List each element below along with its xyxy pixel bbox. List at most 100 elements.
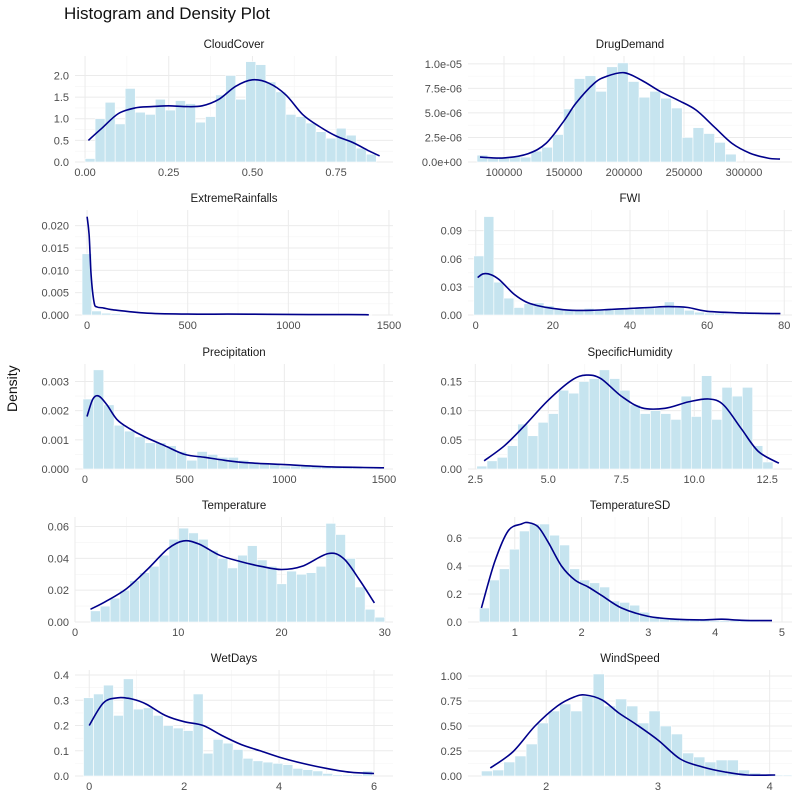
cloudcover-panel-title: CloudCover [204, 39, 265, 51]
cloudcover-bar [335, 127, 347, 163]
wetdays-y-tick-label: 0.2 [54, 721, 69, 733]
extremerainfalls-bar [120, 313, 131, 316]
temperature-x-tick-label: 10 [172, 627, 184, 639]
specifichumidity-bar [537, 422, 549, 470]
wetdays-density-line [88, 696, 375, 775]
temperaturesd-bar [719, 620, 731, 623]
temperaturesd-bar [559, 544, 570, 623]
temperaturesd-x-tick-label: 5 [779, 627, 785, 639]
drugdemand-bar [703, 133, 715, 163]
drugdemand-bar [563, 108, 575, 163]
drugdemand-panel-title: DrugDemand [596, 39, 664, 51]
specifichumidity-bar [568, 392, 580, 470]
specifichumidity-y-tick-label: 0.05 [441, 435, 462, 447]
wetdays-bar [153, 715, 164, 777]
temperaturesd-bar [619, 602, 630, 623]
precipitation-bar [134, 436, 146, 470]
cloudcover-x-tick-label: 0.75 [325, 167, 346, 179]
fwi-bar [473, 255, 485, 316]
wetdays-x-tick-label: 4 [276, 781, 282, 793]
windspeed-bar [715, 759, 728, 777]
temperature-bar [237, 554, 248, 623]
specifichumidity-bar [701, 375, 713, 470]
windspeed-bar [514, 755, 527, 777]
temperaturesd-x-tick-label: 1 [512, 627, 518, 639]
fwi-bar [623, 309, 635, 316]
panel-fwi: FWI 0 20 40 60 80 0.00 0.03 0.06 0.09 [441, 193, 792, 332]
temperaturesd-bar [709, 620, 721, 623]
wetdays-bar [272, 763, 284, 777]
fwi-bar [503, 297, 515, 316]
cloudcover-bar [345, 134, 357, 163]
specifichumidity-bar [578, 381, 590, 470]
cloudcover-bar [155, 98, 166, 163]
panel-extremerainfalls: ExtremeRainfalls 0 500 1000 1500 0.000 0.005 0.… [41, 193, 401, 332]
cloudcover-bar [275, 91, 287, 163]
temperature-bar [345, 558, 356, 623]
fwi-x-tick-label: 60 [701, 320, 713, 332]
wetdays-y-tick-label: 0.3 [54, 695, 69, 707]
specifichumidity-y-tick-label: 0.15 [441, 377, 462, 389]
temperaturesd-bar [499, 568, 510, 623]
panel-temperature: Temperature 0 10 20 30 0.00 0.02 0.04 0.06 [48, 500, 393, 639]
temperature-density-line [90, 539, 376, 611]
drugdemand-bar [649, 91, 661, 163]
precipitation-bar [124, 430, 136, 470]
wetdays-bar [113, 715, 124, 777]
specifichumidity-bar [650, 410, 661, 470]
precipitation-bar [93, 369, 105, 470]
cloudcover-bar [114, 123, 126, 163]
specifichumidity-bar [547, 413, 559, 470]
windspeed-bar [570, 710, 583, 777]
precipitation-x-tick-label: 1000 [272, 474, 296, 486]
temperature-bar [315, 566, 327, 623]
drugdemand-bar [573, 78, 586, 163]
fwi-bar [664, 301, 675, 316]
temperaturesd-x-tick-label: 3 [645, 627, 651, 639]
panel-drugdemand: DrugDemand 100000 150000 200000 250000 300000… [422, 39, 792, 179]
wetdays-bar [182, 730, 194, 777]
drugdemand-y-tick-label: 0.0e+00 [422, 157, 462, 169]
specifichumidity-density-line [483, 374, 780, 464]
windspeed-bar [671, 733, 683, 777]
cloudcover-bar [205, 116, 216, 163]
fwi-bar [633, 308, 645, 316]
drugdemand-y-tick-label: 2.5e-06 [425, 132, 462, 144]
cloudcover-bar [215, 94, 226, 163]
cloudcover-bar [195, 121, 206, 163]
fwi-y-tick-label: 0.06 [441, 254, 462, 266]
fwi-bar [613, 309, 625, 316]
windspeed-bar [559, 703, 572, 777]
temperature-bar [129, 580, 140, 623]
cloudcover-x-tick-label: 0.25 [158, 167, 179, 179]
temperature-y-tick-label: 0.04 [48, 553, 69, 565]
drugdemand-bar [638, 96, 651, 163]
temperaturesd-y-tick-label: 0.0 [447, 617, 462, 629]
precipitation-x-tick-label: 0 [82, 474, 88, 486]
specifichumidity-bar [486, 460, 498, 470]
temperature-bar [305, 572, 317, 623]
windspeed-bar [637, 722, 650, 777]
temperature-bar [188, 532, 199, 623]
panel-wetdays: WetDays 0 2 4 6 0.0 0.1 0.2 0.3 0.4 [54, 653, 393, 793]
specifichumidity-y-tick-label: 0.00 [441, 464, 462, 476]
wetdays-y-tick-label: 0.4 [54, 670, 69, 682]
panel-cloudcover: CloudCover 0.00 0.25 0.50 0.75 0.0 0.5 1.0 1.5 2.… [54, 39, 393, 179]
precipitation-bar [227, 457, 239, 470]
wetdays-x-tick-label: 0 [86, 781, 92, 793]
wetdays-bar [242, 758, 254, 777]
windspeed-bar [525, 743, 538, 777]
specifichumidity-bar [670, 419, 682, 470]
windspeed-bar [615, 698, 627, 777]
drugdemand-x-tick-label: 300000 [726, 167, 763, 179]
specifichumidity-x-tick-label: 5.0 [541, 474, 556, 486]
temperature-bar [207, 550, 219, 623]
windspeed-bar [626, 705, 639, 777]
windspeed-x-tick-label: 2 [543, 781, 549, 793]
temperaturesd-bar [489, 579, 500, 623]
specifichumidity-bar [711, 419, 723, 470]
windspeed-bar [548, 710, 560, 777]
temperaturesd-bar [599, 586, 610, 623]
precipitation-y-tick-label: 0.003 [41, 377, 69, 389]
